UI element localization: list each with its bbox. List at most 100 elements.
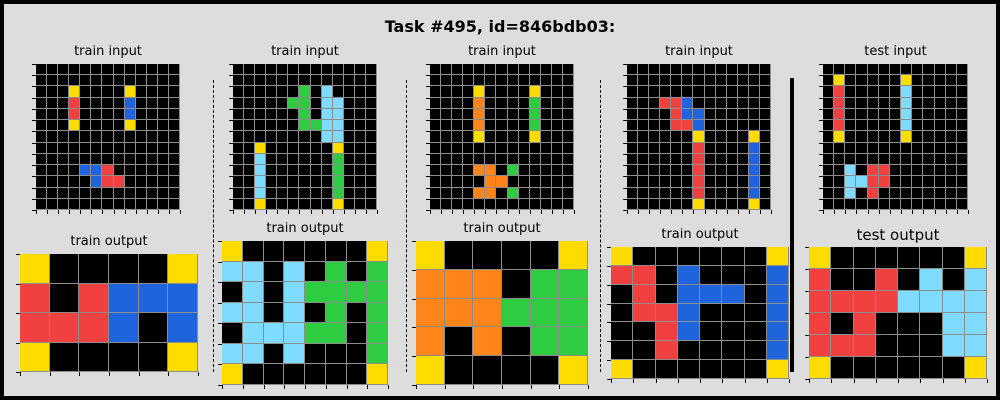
x-tick [716, 210, 717, 214]
grid-cell [332, 153, 344, 166]
output-label: train output [463, 221, 541, 236]
grid-cell [693, 120, 705, 132]
grid-cell [853, 269, 876, 291]
grid-cell [430, 142, 442, 154]
grid-cell [744, 303, 767, 323]
x-tick [845, 210, 846, 214]
grid-cell [49, 313, 80, 343]
grid-cell [474, 75, 486, 87]
grid-cell [135, 75, 147, 87]
y-tick [218, 344, 222, 345]
grid-cell [444, 327, 474, 357]
x-tick [633, 379, 634, 383]
grid-cell [867, 75, 879, 87]
y-tick [819, 131, 823, 132]
grid-cell [354, 198, 366, 210]
y-tick [412, 241, 416, 242]
grid-cell [277, 75, 289, 87]
grid-cell [299, 120, 311, 132]
y-tick [16, 372, 20, 373]
y-tick [426, 86, 430, 87]
x-tick [347, 385, 348, 389]
grid-cell [671, 176, 683, 188]
x-tick [58, 210, 59, 214]
grid-cell [956, 120, 968, 132]
grid-cell [113, 131, 125, 143]
grid-cell [700, 247, 723, 266]
grid-cell [58, 120, 70, 132]
y-tick [412, 270, 416, 271]
grid-cell [47, 131, 59, 143]
grid-cell [157, 176, 169, 188]
grid-cell [748, 153, 760, 166]
grid-cell [737, 120, 749, 132]
grid-cell [956, 142, 968, 154]
grid-cell [726, 86, 738, 98]
grid-cell [284, 261, 305, 283]
grid-cell [452, 120, 464, 132]
grid-cell [633, 265, 656, 285]
output-label: train output [266, 221, 344, 236]
y-tick [218, 323, 222, 324]
grid-cell [934, 97, 946, 109]
grid-cell [58, 86, 70, 98]
grid-cell [343, 86, 355, 98]
x-tick [277, 210, 278, 214]
grid-cell [168, 313, 198, 343]
grid-cell [266, 176, 278, 188]
grid-cell [660, 153, 672, 166]
grid-cell [660, 142, 672, 154]
grid-cell [36, 165, 48, 177]
grid-cell [321, 120, 333, 132]
x-tick [912, 210, 913, 214]
grid-cell [124, 153, 136, 166]
x-tick [305, 385, 306, 389]
y-tick [623, 86, 627, 87]
grid-cell [36, 198, 48, 210]
grid-cell [627, 75, 639, 87]
grid-cell [146, 120, 158, 132]
grid-cell [726, 97, 738, 109]
grid-cell [726, 198, 738, 210]
grid-cell [649, 187, 661, 199]
grid-cell [321, 153, 333, 166]
grid-cell [441, 165, 453, 177]
y-tick [426, 75, 430, 76]
grid-cell [823, 142, 835, 154]
x-tick [139, 372, 140, 376]
grid-cell [878, 86, 890, 98]
grid-cell [529, 64, 541, 76]
grid-cell [878, 142, 890, 154]
grid-cell [559, 298, 588, 328]
grid-cell [444, 241, 474, 270]
grid-cell [80, 108, 92, 121]
grid-cell [124, 86, 136, 98]
grid-cell [332, 64, 344, 76]
grid-cell [332, 165, 344, 177]
grid-cell [611, 247, 634, 266]
y-tick [819, 210, 823, 211]
grid-cell [856, 86, 868, 98]
grid-cell [441, 153, 453, 166]
grid-cell [288, 108, 300, 121]
grid-cell [496, 176, 508, 188]
grid-cell [934, 176, 946, 188]
grid-cell [518, 187, 530, 199]
grid-cell [559, 241, 588, 270]
grid-cell [540, 75, 552, 87]
y-tick [819, 120, 823, 121]
grid-cell [263, 364, 285, 385]
grid-cell [463, 176, 475, 188]
grid-cell [91, 176, 103, 188]
y-tick [623, 109, 627, 110]
grid-cell [715, 120, 727, 132]
grid-cell [693, 75, 705, 87]
grid-cell [233, 198, 245, 210]
grid-cell [263, 282, 285, 303]
grid-cell [912, 120, 924, 132]
grid-cell [611, 265, 634, 285]
y-tick [819, 154, 823, 155]
grid-cell [704, 97, 716, 109]
grid-cell [284, 343, 305, 365]
grid-cell [655, 322, 678, 342]
